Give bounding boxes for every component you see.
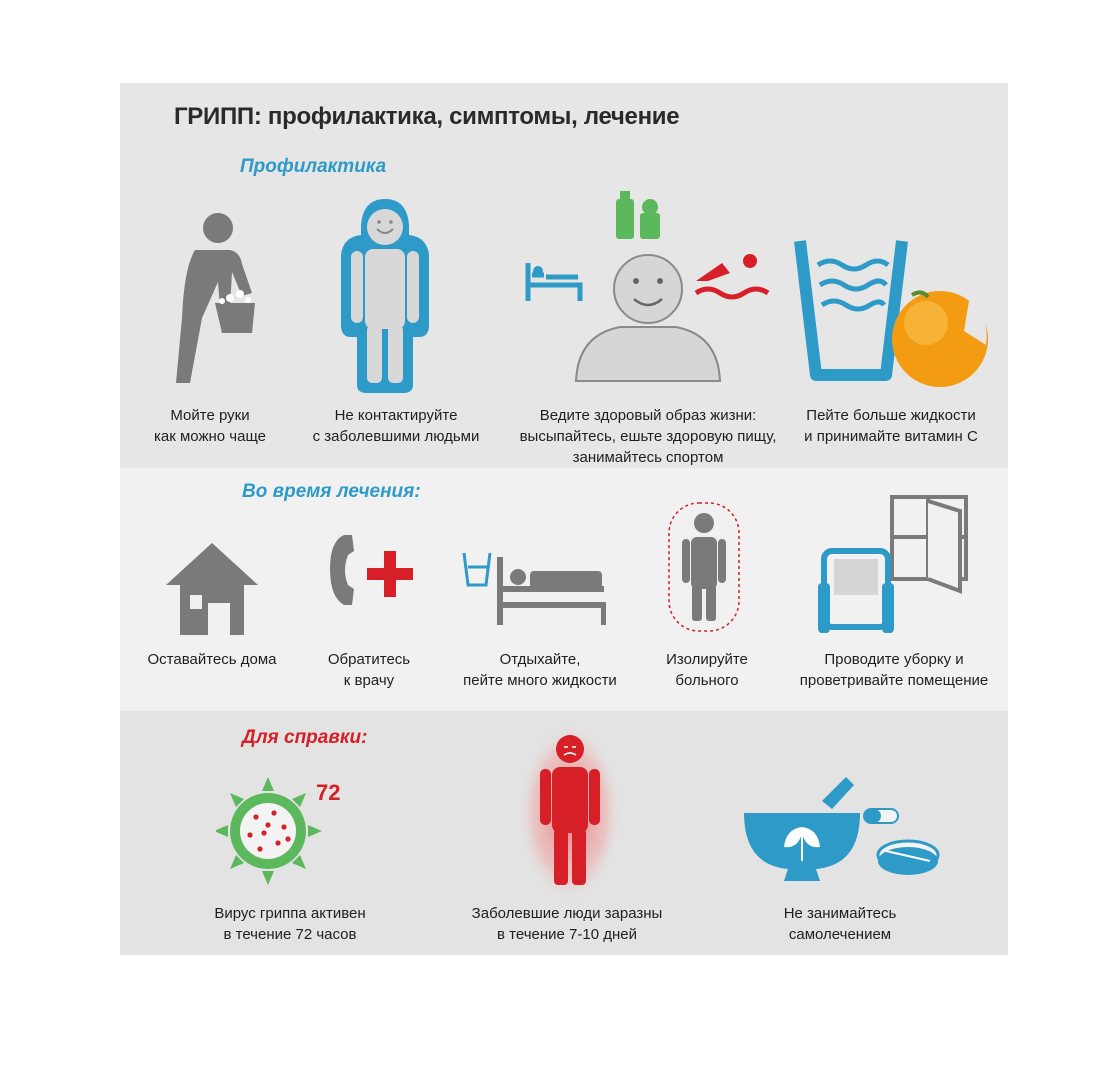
- call-doctor-icon: [330, 535, 413, 605]
- caption-line: и принимайте витамин С: [804, 428, 978, 445]
- virus-hours-number: 72: [316, 780, 341, 805]
- isolate-patient-icon: [668, 502, 740, 632]
- caption-line: Пейте больше жидкости: [806, 407, 976, 424]
- healthy-lifestyle-icon: [525, 191, 770, 382]
- caption-see-doctor: Обратитесь к врачу: [328, 649, 410, 691]
- caption-line: как можно чаще: [154, 428, 266, 445]
- rest-in-bed-icon: [462, 552, 606, 625]
- caption-stay-home: Оставайтесь дома: [147, 649, 276, 670]
- virus-icon: [216, 777, 322, 885]
- clean-and-ventilate-icon: [818, 495, 968, 633]
- hand-washing-icon: [176, 213, 255, 383]
- caption-line: Мойте руки: [170, 407, 250, 424]
- caption-line: к врачу: [343, 672, 395, 689]
- caption-line: высыпайтесь, ешьте здоровую пищу,: [519, 428, 777, 445]
- page-title: ГРИПП: профилактика, симптомы, лечение: [174, 103, 680, 130]
- caption-line: Изолируйте: [666, 651, 748, 668]
- caption-line: с заболевшими людьми: [312, 428, 480, 445]
- caption-line: Обратитесь: [327, 651, 411, 668]
- caption-line: Не контактируйте: [334, 407, 458, 424]
- caption-line: Заболевшие люди заразны: [471, 905, 663, 922]
- caption-line: Оставайтесь дома: [147, 651, 277, 668]
- caption-healthy-lifestyle: Ведите здоровый образ жизни: высыпайтесь…: [520, 405, 777, 468]
- caption-clean-ventilate: Проводите уборку и проветривайте помещен…: [800, 649, 988, 691]
- house-icon: [166, 543, 258, 635]
- caption-line: самолечением: [788, 926, 892, 943]
- caption-no-contact: Не контактируйте с заболевшими людьми: [313, 405, 480, 447]
- flu-infographic: ГРИПП: профилактика, симптомы, лечение П…: [120, 83, 1008, 955]
- protected-person-icon: [341, 199, 429, 393]
- caption-virus-active: Вирус гриппа активен в течение 72 часов: [214, 903, 365, 945]
- caption-line: Ведите здоровый образ жизни:: [539, 407, 757, 424]
- caption-wash-hands: Мойте руки как можно чаще: [154, 405, 266, 447]
- caption-contagious: Заболевшие люди заразны в течение 7-10 д…: [472, 903, 663, 945]
- caption-isolate: Изолируйте больного: [666, 649, 748, 691]
- caption-line: в течение 72 часов: [223, 926, 357, 943]
- caption-line: занимайтесь спортом: [572, 449, 724, 466]
- section-prevention: Профилактика: [240, 156, 387, 177]
- caption-line: Проводите уборку и: [824, 651, 964, 668]
- contagious-person-icon: [518, 723, 622, 903]
- caption-drink-vitamin: Пейте больше жидкости и принимайте витам…: [804, 405, 978, 447]
- caption-no-self-treatment: Не занимайтесь самолечением: [784, 903, 897, 945]
- caption-rest-drink: Отдыхайте, пейте много жидкости: [463, 649, 617, 691]
- caption-line: Вирус гриппа активен: [214, 905, 366, 922]
- caption-line: проветривайте помещение: [799, 672, 989, 689]
- caption-line: Не занимайтесь: [783, 905, 897, 922]
- section-reference: Для справки:: [242, 727, 368, 748]
- water-and-vitamin-icon: [794, 240, 988, 387]
- caption-line: пейте много жидкости: [463, 672, 617, 689]
- caption-line: в течение 7-10 дней: [497, 926, 637, 943]
- caption-line: больного: [675, 672, 739, 689]
- section-treatment: Во время лечения:: [242, 481, 421, 502]
- mortar-and-pills-icon: [744, 777, 940, 881]
- caption-line: Отдыхайте,: [499, 651, 581, 668]
